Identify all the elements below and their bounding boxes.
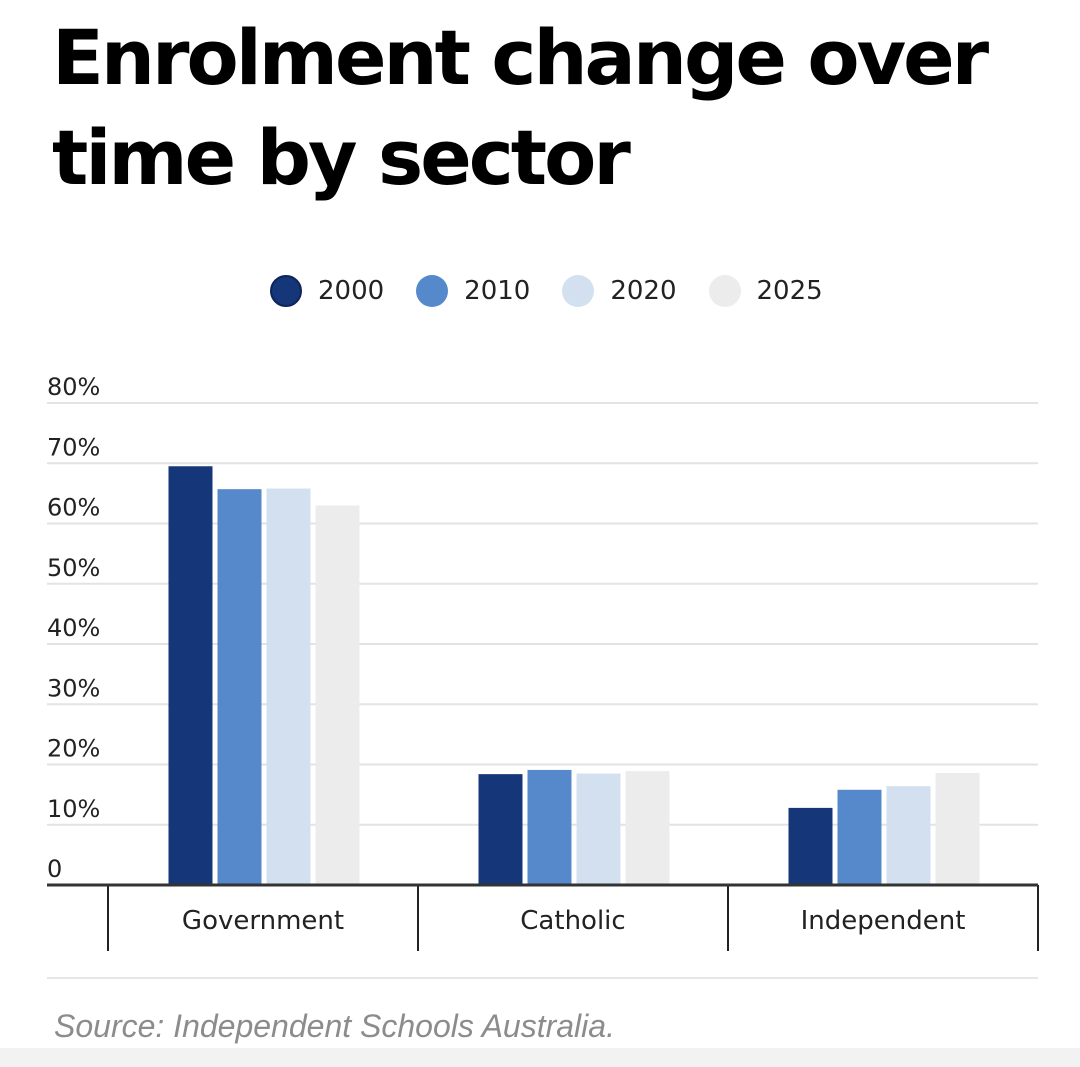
legend: 2000 2010 2020 2025 [270,272,855,310]
bar-catholic-2020 [576,773,621,885]
y-tick-label: 70% [47,433,100,461]
bar-independent-2000 [788,807,833,885]
bar-independent-2020 [886,786,931,885]
y-tick-label: 20% [47,735,100,763]
x-category-label: Independent [801,906,966,936]
y-tick-label: 30% [47,674,100,702]
bar-government-2025 [315,505,360,885]
legend-item-2000: 2000 [270,275,384,307]
legend-label-2010: 2010 [464,276,531,306]
legend-swatch-2010 [416,275,449,307]
y-tick-label: 50% [47,554,100,582]
bar-catholic-2000 [478,774,523,885]
y-tick-label: 40% [47,614,100,642]
x-category-label: Catholic [520,906,625,936]
legend-label-2020: 2020 [610,276,677,306]
bar-catholic-2025 [625,771,670,885]
y-tick-label: 60% [47,494,100,522]
legend-item-2010: 2010 [416,275,530,307]
y-tick-label: 80% [47,373,100,401]
bar-independent-2010 [837,789,882,885]
y-tick-label: 0 [47,855,62,883]
bar-chart: 0 10% 20% 30% 40% 50% 60% 70% 80% Government Catho… [47,373,1039,951]
legend-swatch-2025 [708,275,741,307]
bar-government-2000 [168,466,213,885]
bar-government-2020 [266,488,311,885]
footer-divider [47,977,1038,979]
legend-label-2025: 2025 [756,276,823,306]
x-category-label: Government [182,906,344,936]
y-tick-label: 10% [47,795,100,823]
legend-item-2025: 2025 [708,275,823,307]
bar-government-2010 [217,489,262,885]
footer-band [0,1048,1080,1067]
legend-item-2020: 2020 [562,275,677,307]
bar-catholic-2010 [527,769,572,885]
chart-title: Enrolment change over time by sector [52,13,989,202]
legend-label-2000: 2000 [318,276,385,306]
source-note: Source: Independent Schools Australia. [54,1008,615,1044]
legend-swatch-2000 [270,275,302,307]
legend-swatch-2020 [562,275,595,307]
bar-independent-2025 [935,772,980,885]
